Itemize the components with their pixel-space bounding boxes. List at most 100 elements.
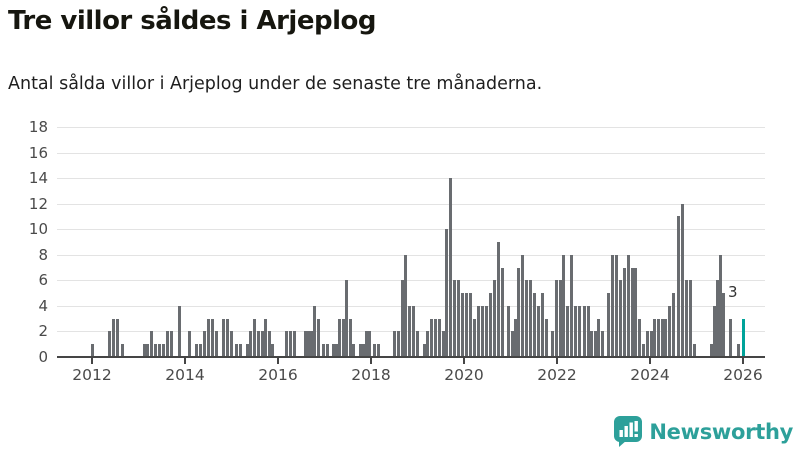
bar <box>631 267 634 357</box>
x-tick-label: 2026 <box>723 366 763 384</box>
bar <box>158 344 161 357</box>
gridline <box>57 331 765 333</box>
bar <box>562 254 565 357</box>
bar <box>521 254 524 357</box>
bar <box>199 344 202 357</box>
bar <box>112 318 115 357</box>
bar <box>226 318 229 357</box>
bar <box>685 280 688 357</box>
highlight-value-label: 3 <box>728 282 738 301</box>
bar <box>489 293 492 357</box>
bar <box>143 344 146 357</box>
bar <box>507 305 510 357</box>
bar <box>359 344 362 357</box>
y-tick-label: 16 <box>28 143 48 162</box>
bar <box>493 280 496 357</box>
bar <box>239 344 242 357</box>
bar <box>710 344 713 357</box>
bar <box>293 331 296 357</box>
bar <box>445 229 448 357</box>
bar <box>271 344 274 357</box>
bar <box>203 331 206 357</box>
y-tick-label: 8 <box>38 245 48 264</box>
bar <box>412 305 415 357</box>
bar <box>634 267 637 357</box>
x-tick-label: 2014 <box>165 366 205 384</box>
gridline <box>57 126 765 128</box>
bar <box>166 331 169 357</box>
bar <box>108 331 111 357</box>
bar <box>570 254 573 357</box>
bar <box>377 344 380 357</box>
x-tick-label: 2020 <box>444 366 484 384</box>
bar <box>545 318 548 357</box>
bar <box>365 331 368 357</box>
bar <box>650 331 653 357</box>
bar <box>681 203 684 357</box>
x-tick-label: 2012 <box>72 366 112 384</box>
bar <box>215 331 218 357</box>
bar <box>601 331 604 357</box>
bar <box>268 331 271 357</box>
bar <box>335 344 338 357</box>
page-title: Tre villor såldes i Arjeplog <box>8 6 376 36</box>
bar <box>537 305 540 357</box>
bar <box>404 254 407 357</box>
bar <box>264 318 267 357</box>
bar <box>485 305 488 357</box>
bar <box>116 318 119 357</box>
bar <box>442 331 445 357</box>
gridline <box>57 152 765 154</box>
bar <box>326 344 329 357</box>
bar <box>672 293 675 357</box>
bar <box>737 344 740 357</box>
x-tick-label: 2022 <box>537 366 577 384</box>
bar <box>257 331 260 357</box>
bar <box>473 318 476 357</box>
bar <box>317 318 320 357</box>
x-tick <box>463 358 465 365</box>
bar <box>195 344 198 357</box>
newsworthy-logo[interactable]: Newsworthy <box>614 416 793 447</box>
bar <box>597 318 600 357</box>
bar <box>657 318 660 357</box>
bar <box>373 344 376 357</box>
bar <box>222 318 225 357</box>
bar <box>91 344 94 357</box>
bar <box>594 331 597 357</box>
bar <box>170 331 173 357</box>
bar <box>469 293 472 357</box>
bar <box>653 318 656 357</box>
bar <box>525 280 528 357</box>
bar <box>345 280 348 357</box>
bar <box>646 331 649 357</box>
bar <box>457 280 460 357</box>
bar <box>559 280 562 357</box>
bar <box>638 318 641 357</box>
bar <box>249 331 252 357</box>
bar <box>465 293 468 357</box>
bar <box>338 318 341 357</box>
bar <box>401 280 404 357</box>
bar <box>352 344 355 357</box>
gridline <box>57 178 765 180</box>
x-axis-line <box>57 356 765 359</box>
gridline <box>57 280 765 282</box>
bar <box>342 318 345 357</box>
bar <box>178 305 181 357</box>
bar <box>729 318 732 357</box>
y-tick-label: 18 <box>28 117 48 136</box>
y-tick-label: 6 <box>38 271 48 290</box>
x-tick <box>742 358 744 365</box>
chart-subtitle: Antal sålda villor i Arjeplog under de s… <box>8 74 543 94</box>
x-tick <box>370 358 372 365</box>
bar <box>211 318 214 357</box>
bar <box>207 318 210 357</box>
highlighted-bar <box>742 318 745 357</box>
bar <box>307 331 310 357</box>
bar <box>416 331 419 357</box>
x-tick <box>556 358 558 365</box>
bar <box>533 293 536 357</box>
bar <box>146 344 149 357</box>
bar <box>689 280 692 357</box>
